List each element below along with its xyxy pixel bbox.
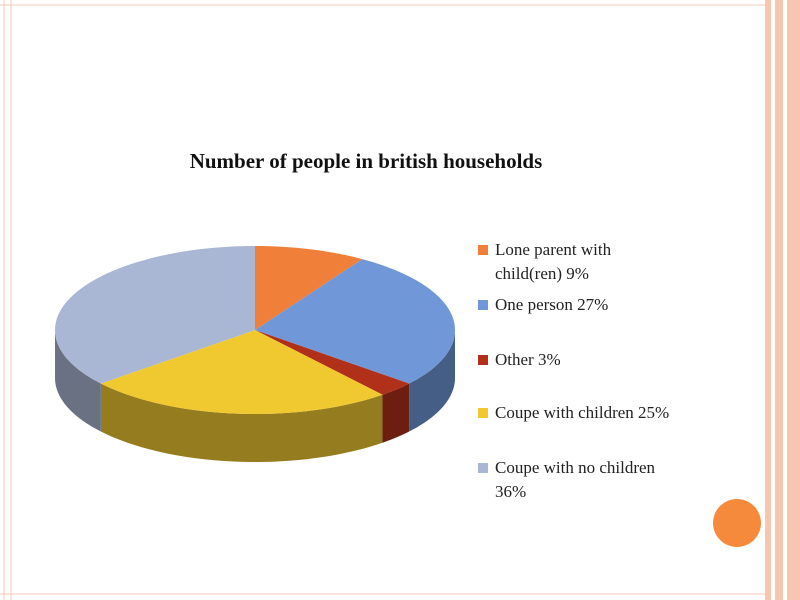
legend-label: Other 3% [495, 350, 561, 369]
legend-entry: Coupe with no children 36% [478, 456, 678, 504]
pie-slice [255, 259, 455, 384]
pie-slice [255, 246, 363, 330]
pie-slice [255, 330, 410, 395]
legend-swatch [478, 355, 488, 365]
legend-label: Lone parent with child(ren) 9% [495, 240, 612, 283]
legend-entry: Other 3% [478, 348, 678, 372]
pie-slice-side [100, 383, 383, 462]
pie [55, 246, 455, 462]
pie-tops [55, 246, 455, 414]
decor-circle [713, 499, 761, 547]
pie-sides [55, 330, 455, 462]
pie-slice-side [55, 330, 101, 432]
legend-entry: One person 27% [478, 293, 678, 317]
legend-swatch [478, 245, 488, 255]
legend-label: One person 27% [495, 295, 609, 314]
pie-slice-side [382, 383, 410, 443]
legend-entry: Coupe with children 25% [478, 401, 678, 425]
pie-slice [55, 246, 255, 384]
pie-slice-side [409, 330, 455, 432]
stripe [775, 0, 783, 600]
legend-swatch [478, 408, 488, 418]
legend-swatch [478, 463, 488, 473]
legend-swatch [478, 300, 488, 310]
legend-entry: Lone parent with child(ren) 9% [478, 238, 678, 286]
chart-title: Number of people in british households [190, 149, 543, 173]
stripe [765, 0, 771, 600]
legend-label: Coupe with no children 36% [495, 458, 656, 501]
legend-label: Coupe with children 25% [495, 403, 670, 422]
stripe [787, 0, 800, 600]
pie-slice [100, 330, 383, 414]
